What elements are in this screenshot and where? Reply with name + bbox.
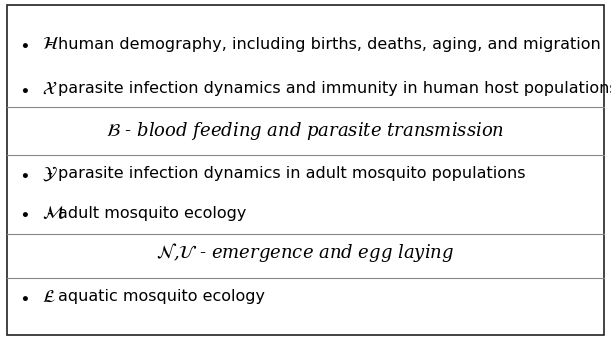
Text: $\bullet$: $\bullet$ [20, 80, 29, 98]
Text: $\mathcal{B}$ - blood feeding and parasite transmission: $\mathcal{B}$ - blood feeding and parasi… [106, 120, 505, 142]
Text: $\mathcal{Y}$: $\mathcal{Y}$ [42, 165, 57, 183]
Text: - parasite infection dynamics and immunity in human host populations: - parasite infection dynamics and immuni… [42, 81, 611, 96]
Text: $\bullet$: $\bullet$ [20, 35, 29, 53]
Text: - parasite infection dynamics in adult mosquito populations: - parasite infection dynamics in adult m… [42, 166, 525, 181]
Text: $\mathcal{H}$: $\mathcal{H}$ [42, 35, 59, 53]
Text: - aquatic mosquito ecology: - aquatic mosquito ecology [42, 289, 265, 304]
Text: $\mathcal{X}$: $\mathcal{X}$ [42, 80, 57, 98]
Text: $\mathcal{N}$,$\mathcal{U}$ - emergence and egg laying: $\mathcal{N}$,$\mathcal{U}$ - emergence … [156, 241, 455, 264]
Text: $\mathcal{L}$: $\mathcal{L}$ [42, 288, 55, 306]
Text: $\bullet$: $\bullet$ [20, 204, 29, 222]
Text: $\bullet$: $\bullet$ [20, 288, 29, 306]
Text: - human demography, including births, deaths, aging, and migration: - human demography, including births, de… [42, 37, 600, 52]
Text: $\bullet$: $\bullet$ [20, 165, 29, 183]
Text: $\mathcal{M}$: $\mathcal{M}$ [42, 204, 64, 222]
Text: - adult mosquito ecology: - adult mosquito ecology [42, 206, 246, 221]
